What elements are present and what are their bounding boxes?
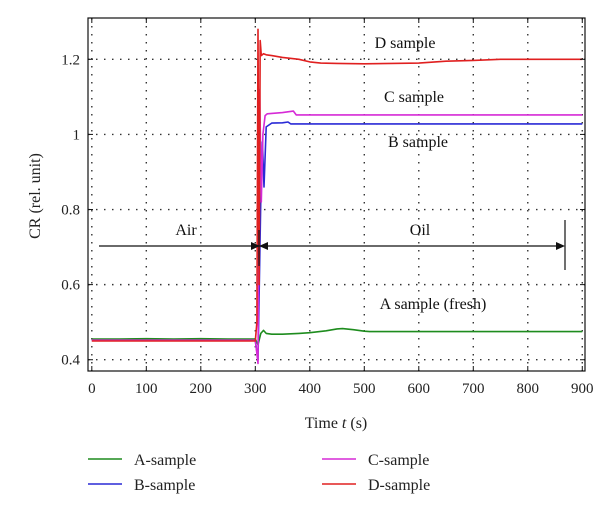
air-oil-arrows xyxy=(99,220,566,270)
x-tick-label: 500 xyxy=(353,381,376,397)
series-line-d-sample xyxy=(91,28,583,342)
x-tick-label: 800 xyxy=(517,381,540,397)
x-tick-label: 600 xyxy=(408,381,431,397)
plot-frame xyxy=(87,17,586,372)
legend: A-sample B-sample C-sample D-sample xyxy=(88,452,430,494)
x-tick-label: 200 xyxy=(190,381,213,397)
y-tick-label: 1.2 xyxy=(61,52,80,68)
x-tick-label: 0 xyxy=(88,381,96,397)
oil-arrowhead-right-icon xyxy=(556,242,565,250)
series-line-b-sample xyxy=(91,121,583,361)
series-lines xyxy=(91,28,583,365)
x-tick-label: 700 xyxy=(462,381,485,397)
grid-lines xyxy=(88,18,585,371)
oil-label: Oil xyxy=(410,222,431,239)
x-axis-label: Time t (s) xyxy=(305,415,368,432)
legend-label-d: D-sample xyxy=(368,477,430,494)
x-tick-label: 300 xyxy=(244,381,267,397)
x-tick-label: 900 xyxy=(571,381,594,397)
y-tick-label: 1 xyxy=(73,127,81,143)
air-arrowhead-icon xyxy=(251,242,260,250)
y-axis-label: CR (rel. unit) xyxy=(27,153,44,239)
series-line-a-sample xyxy=(91,327,583,346)
x-tick-label: 400 xyxy=(299,381,322,397)
a-sample-annotation: A sample (fresh) xyxy=(380,296,487,313)
legend-label-b: B-sample xyxy=(134,477,195,494)
d-sample-annotation: D sample xyxy=(375,35,436,52)
y-tick-label: 0.8 xyxy=(61,203,80,219)
legend-label-c: C-sample xyxy=(368,452,429,469)
series-line-c-sample xyxy=(91,88,583,365)
x-tick-label: 100 xyxy=(135,381,158,397)
y-tick-label: 0.4 xyxy=(61,353,80,369)
y-tick-label: 0.6 xyxy=(61,278,80,294)
axis-ticks: 0 100 200 300 400 500 600 700 800 900 0.4 0.6 0.8 1 1.… xyxy=(61,18,594,397)
legend-label-a: A-sample xyxy=(134,452,196,469)
c-sample-annotation: C sample xyxy=(384,89,444,106)
b-sample-annotation: B sample xyxy=(388,134,448,151)
air-label: Air xyxy=(175,222,197,239)
